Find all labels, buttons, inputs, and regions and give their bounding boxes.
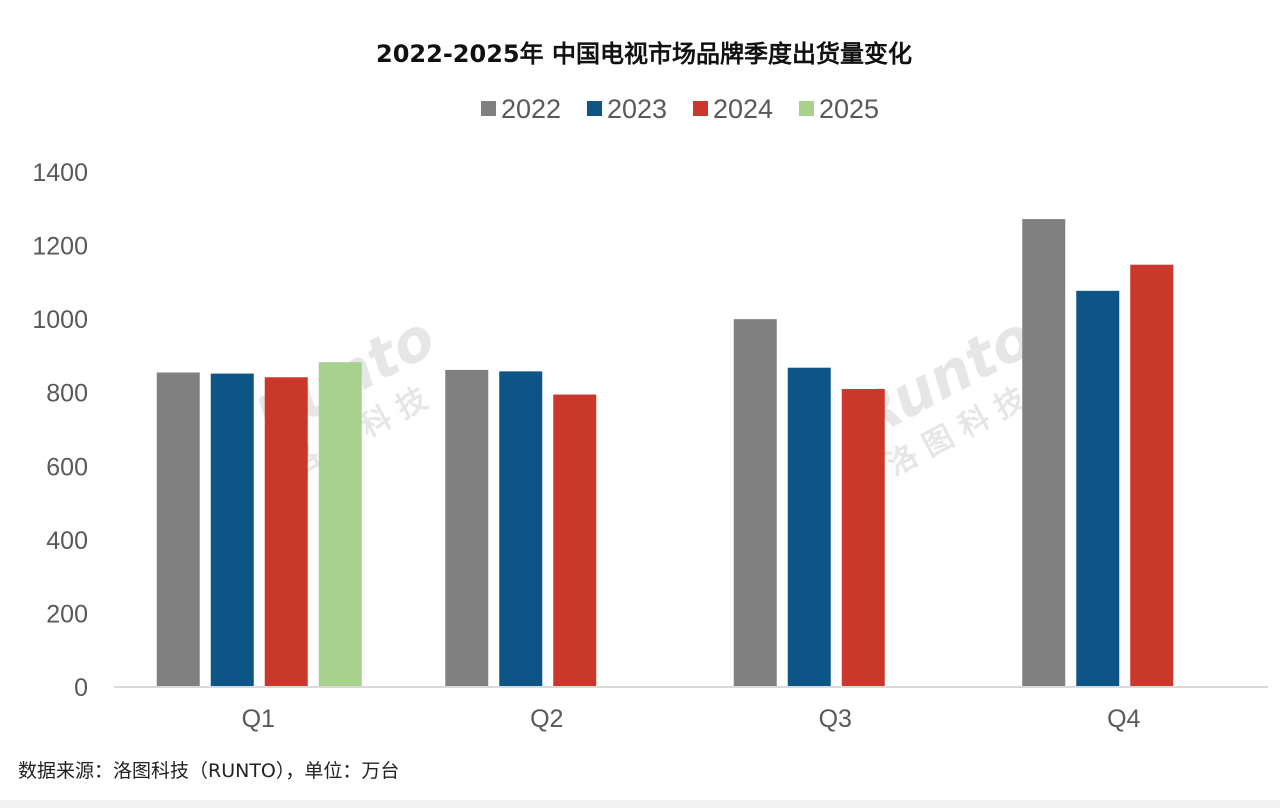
y-tick-label: 400 [46,527,88,555]
bar-2022-Q2 [445,369,489,687]
legend-label-2023: 2023 [607,94,667,124]
bar-2022-Q3 [733,319,777,687]
legend: 2022 2023 2024 2025 [481,94,879,124]
legend-swatch-2023 [587,101,602,116]
y-tick-label: 1400 [32,159,88,187]
x-tick-label: Q4 [1107,705,1140,733]
bar-2025-Q1 [318,362,362,687]
legend-swatch-2025 [799,101,814,116]
x-tick-label: Q3 [819,705,852,733]
chart-title: 2022-2025年 中国电视市场品牌季度出货量变化 [376,40,912,68]
bars [156,219,1174,688]
x-tick-label: Q1 [242,705,275,733]
bar-2023-Q2 [499,371,543,687]
y-tick-label: 1000 [32,306,88,334]
y-tick-label: 800 [46,380,88,408]
bar-2024-Q3 [841,389,885,687]
y-axis: 0 200 400 600 800 1000 1200 1400 [32,159,88,702]
x-tick-label: Q2 [530,705,563,733]
bar-2023-Q4 [1076,290,1120,687]
bar-2024-Q4 [1130,264,1174,687]
x-axis: Q1 Q2 Q3 Q4 [242,705,1141,733]
legend-label-2022: 2022 [501,94,561,124]
legend-label-2025: 2025 [819,94,879,124]
y-tick-label: 200 [46,600,88,628]
y-tick-label: 0 [74,674,88,702]
bar-2023-Q1 [210,373,254,687]
source-note: 数据来源：洛图科技（RUNTO），单位：万台 [18,760,399,782]
bar-2024-Q2 [553,394,597,687]
watermark: Runto 洛 图 科 技 Runto 洛 图 科 技 [245,302,1044,483]
y-tick-label: 1200 [32,233,88,261]
legend-label-2024: 2024 [713,94,773,124]
bar-2022-Q1 [156,372,200,687]
legend-swatch-2022 [481,101,496,116]
bar-2023-Q3 [787,367,831,687]
legend-swatch-2024 [693,101,708,116]
bar-2022-Q4 [1022,219,1066,688]
y-tick-label: 600 [46,453,88,481]
bottom-bar [0,800,1280,808]
bar-2024-Q1 [264,377,308,687]
